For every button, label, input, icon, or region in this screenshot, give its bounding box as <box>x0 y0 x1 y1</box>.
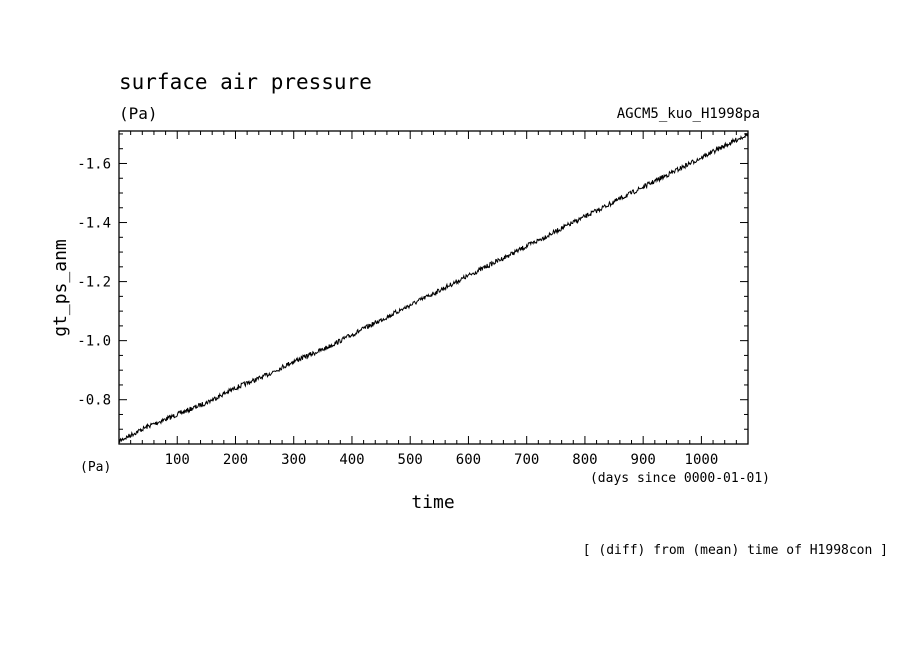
x-tick-label: 600 <box>456 452 481 468</box>
series-line <box>118 132 749 443</box>
x-tick-label: 200 <box>223 452 248 468</box>
x-tick-label: 800 <box>572 452 597 468</box>
x-tick-label: 500 <box>398 452 423 468</box>
y-axis-ticks: -0.8 -1.0 -1.2 -1.4 -1.6 <box>77 133 748 430</box>
y-tick-label: -1.4 <box>77 216 111 232</box>
x-tick-label: 900 <box>631 452 656 468</box>
y-tick-label: -1.0 <box>77 334 111 350</box>
y-units-label: (Pa) <box>80 460 111 475</box>
units-label-top: (Pa) <box>119 104 158 123</box>
x-units-label: (days since 0000-01-01) <box>590 471 770 486</box>
x-tick-label: 300 <box>281 452 306 468</box>
x-tick-label: 400 <box>339 452 364 468</box>
y-axis-label: gt_ps_anm <box>50 239 71 337</box>
x-tick-label: 700 <box>514 452 539 468</box>
x-tick-label: 1000 <box>685 452 719 468</box>
y-tick-label: -0.8 <box>77 393 111 409</box>
chart-title: surface air pressure <box>119 70 372 94</box>
footnote: [ (diff) from (mean) time of H1998con ] <box>583 543 888 558</box>
y-tick-label: -1.2 <box>77 275 111 291</box>
plot-frame <box>118 130 749 445</box>
x-axis-label: time <box>411 492 454 513</box>
x-axis-ticks: 100 200 300 400 500 600 700 800 900 1000 <box>130 131 737 468</box>
dataset-label: AGCM5_kuo_H1998pa <box>617 106 760 122</box>
x-tick-label: 100 <box>165 452 190 468</box>
y-tick-label: -1.6 <box>77 156 111 172</box>
